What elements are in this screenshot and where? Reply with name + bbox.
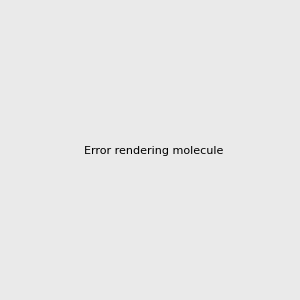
Text: Error rendering molecule: Error rendering molecule bbox=[84, 146, 224, 157]
